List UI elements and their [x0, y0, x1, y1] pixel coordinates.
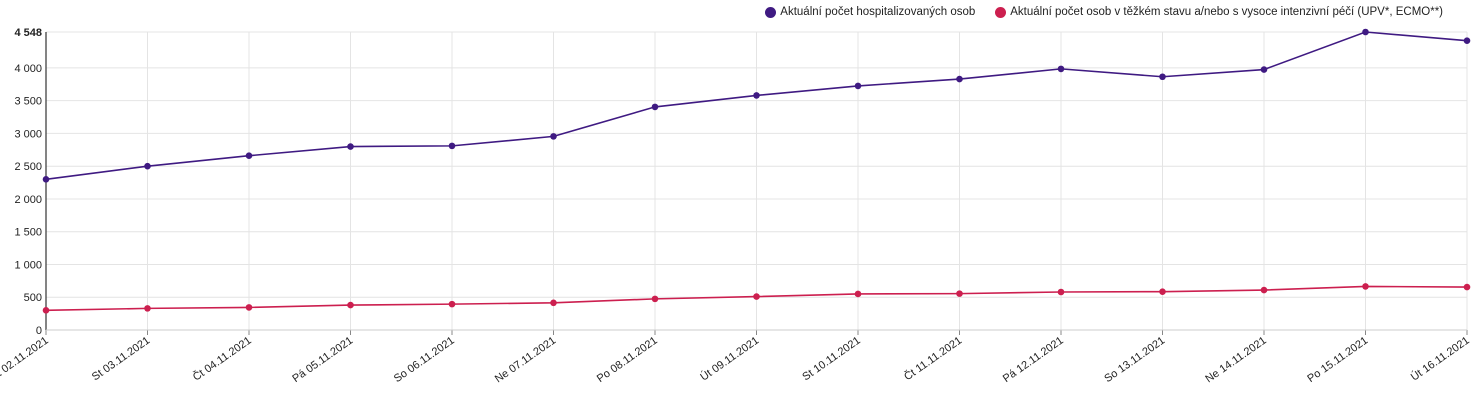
- x-tick-label: So 06.11.2021: [392, 335, 457, 385]
- y-tick-label: 2 000: [14, 194, 42, 206]
- legend-marker-hospitalized: [765, 6, 777, 18]
- x-tick-label: Po 15.11.2021: [1305, 335, 1370, 385]
- data-point-series-0: [1362, 28, 1369, 36]
- legend-label-hospitalized: Aktuální počet hospitalizovaných osob: [780, 6, 976, 18]
- data-point-series-1: [144, 305, 151, 312]
- data-point-series-0: [42, 175, 50, 183]
- data-point-series-1: [753, 293, 760, 300]
- legend-item-hospitalized[interactable]: Aktuální počet hospitalizovaných osob: [765, 6, 975, 18]
- data-point-series-0: [753, 92, 760, 99]
- data-point-series-1: [1260, 286, 1268, 294]
- x-tick-label: Ne 14.11.2021: [1203, 335, 1268, 386]
- y-tick-label: 0: [36, 325, 42, 337]
- x-tick-label: Ne 07.11.2021: [493, 335, 558, 386]
- data-point-series-1: [854, 290, 862, 298]
- data-point-series-1: [1057, 288, 1065, 296]
- data-point-series-0: [448, 142, 456, 150]
- x-tick-label: Čt 04.11.2021: [190, 334, 253, 384]
- data-point-series-1: [1463, 283, 1471, 291]
- data-point-series-0: [347, 143, 354, 150]
- legend-label-severe: Aktuální počet osob v těžkém stavu a/neb…: [1010, 6, 1443, 18]
- y-tick-label: 500: [24, 292, 42, 304]
- y-max-label: 4 548: [14, 27, 42, 39]
- legend-item-severe[interactable]: Aktuální počet osob v těžkém stavu a/neb…: [995, 6, 1443, 18]
- x-tick-label: St 03.11.2021: [90, 335, 152, 384]
- data-point-series-1: [1159, 288, 1166, 295]
- data-point-series-0: [1057, 65, 1065, 73]
- x-tick-label: Út 02.11.2021: [0, 334, 51, 384]
- data-point-series-1: [347, 301, 354, 309]
- data-point-series-1: [1362, 283, 1369, 290]
- data-point-series-1: [550, 299, 557, 307]
- y-tick-label: 3 500: [14, 96, 42, 108]
- data-point-series-0: [1159, 73, 1166, 81]
- y-tick-label: 2 500: [14, 161, 42, 173]
- data-point-series-1: [956, 290, 963, 297]
- data-point-series-0: [1463, 37, 1471, 45]
- data-point-series-1: [42, 307, 50, 314]
- data-point-series-1: [448, 300, 456, 308]
- data-point-series-0: [550, 133, 557, 140]
- data-point-series-0: [854, 82, 862, 90]
- x-tick-label: Po 08.11.2021: [595, 335, 660, 385]
- data-point-series-1: [245, 304, 253, 311]
- y-tick-label: 3 000: [14, 128, 42, 140]
- data-point-series-0: [245, 152, 253, 160]
- data-point-series-0: [144, 162, 151, 170]
- x-tick-label: Čt 11.11.2021: [901, 334, 964, 383]
- legend-marker-severe: [995, 6, 1007, 18]
- x-tick-label: Pá 05.11.2021: [290, 335, 355, 385]
- y-tick-label: 1 000: [14, 259, 42, 271]
- data-point-series-0: [956, 75, 963, 83]
- x-tick-label: Pá 12.11.2021: [1001, 335, 1066, 385]
- data-point-series-1: [651, 295, 659, 303]
- data-point-series-0: [651, 103, 659, 111]
- x-tick-label: Út 09.11.2021: [698, 334, 761, 384]
- chart-legend: Aktuální počet hospitalizovaných osob Ak…: [765, 6, 1443, 18]
- y-tick-label: 4 000: [14, 63, 42, 75]
- x-tick-label: St 10.11.2021: [800, 335, 862, 384]
- x-tick-label: So 13.11.2021: [1102, 335, 1167, 385]
- data-point-series-0: [1260, 66, 1268, 73]
- y-tick-label: 1 500: [14, 227, 42, 239]
- x-tick-label: Út 16.11.2021: [1408, 334, 1471, 384]
